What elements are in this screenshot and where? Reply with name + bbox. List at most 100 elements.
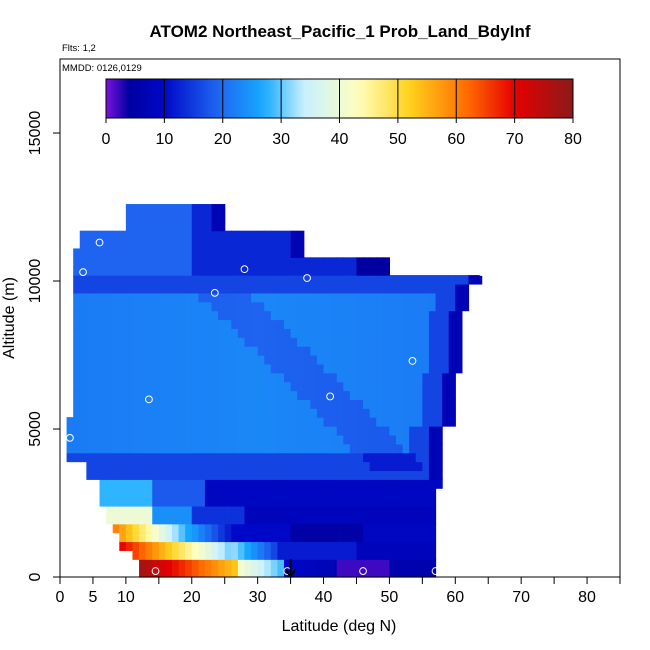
heatmap-cell — [185, 381, 193, 392]
heatmap-cell — [297, 230, 305, 241]
heatmap-cell — [343, 390, 351, 400]
heatmap-cell — [251, 514, 259, 525]
heatmap-cell — [369, 381, 377, 392]
heatmap-cell — [139, 426, 147, 436]
heatmap-cell — [165, 497, 173, 507]
heatmap-cell — [125, 523, 134, 534]
heatmap-cell — [185, 372, 193, 383]
heatmap-cell — [290, 488, 298, 498]
heatmap-cell — [191, 363, 199, 374]
heatmap-cell — [343, 461, 351, 472]
heatmap-cell — [422, 363, 430, 374]
heatmap-cell — [106, 301, 114, 312]
heatmap-cell — [336, 523, 344, 534]
heatmap-cell — [191, 497, 199, 507]
heatmap-cell — [382, 292, 391, 303]
heatmap-cell — [343, 550, 351, 560]
heatmap-cell — [343, 266, 351, 276]
heatmap-cell — [415, 283, 423, 294]
heatmap-cell — [455, 292, 463, 303]
heatmap-cell — [409, 372, 417, 383]
heatmap-cell — [448, 283, 456, 294]
heatmap-cell — [99, 337, 107, 347]
heatmap-cell — [310, 443, 318, 454]
heatmap-cell — [251, 301, 259, 312]
heatmap-cell — [257, 488, 265, 498]
heatmap-cell — [415, 452, 423, 463]
heatmap-cell — [316, 310, 325, 321]
heatmap-cell — [455, 363, 463, 374]
heatmap-cell — [79, 408, 87, 418]
heatmap-cell — [396, 346, 404, 356]
heatmap-cell — [428, 381, 437, 392]
heatmap-cell — [145, 275, 153, 285]
heatmap-cell — [172, 541, 180, 551]
heatmap-cell — [172, 434, 180, 445]
heatmap-cell — [73, 399, 81, 409]
heatmap-cell — [198, 541, 206, 551]
heatmap-cell — [218, 204, 226, 214]
heatmap-cell — [415, 426, 423, 436]
heatmap-cell — [363, 328, 371, 338]
heatmap-cell — [86, 399, 94, 409]
heatmap-cell — [435, 292, 443, 303]
heatmap-cell — [316, 443, 325, 454]
heatmap-cell — [336, 550, 344, 560]
heatmap-cell — [284, 443, 292, 454]
heatmap-cell — [389, 363, 397, 374]
heatmap-cell — [349, 355, 358, 365]
heatmap-cell — [231, 470, 239, 480]
heatmap-cell — [277, 523, 285, 534]
heatmap-cell — [303, 292, 311, 303]
heatmap-cell — [270, 461, 279, 472]
heatmap-cell — [106, 230, 114, 241]
heatmap-cell — [251, 248, 259, 258]
heatmap-cell — [336, 363, 344, 374]
heatmap-cell — [106, 497, 114, 507]
heatmap-cell — [218, 239, 226, 250]
heatmap-cell — [270, 266, 279, 276]
heatmap-cell — [382, 301, 391, 312]
heatmap-cell — [172, 559, 180, 569]
heatmap-cell — [270, 372, 279, 383]
heatmap-cell — [211, 523, 219, 534]
heatmap-cell — [237, 479, 246, 489]
heatmap-cell — [152, 328, 160, 338]
heatmap-cell — [172, 275, 180, 285]
heatmap-cell — [310, 283, 318, 294]
heatmap-cell — [382, 310, 391, 321]
heatmap-cell — [369, 488, 377, 498]
heatmap-cell — [172, 399, 180, 409]
heatmap-cell — [330, 443, 338, 454]
heatmap-cell — [106, 257, 114, 267]
heatmap-cell — [310, 461, 318, 472]
heatmap-cell — [191, 443, 199, 454]
heatmap-cell — [251, 408, 259, 418]
heatmap-cell — [92, 230, 101, 241]
heatmap-cell — [185, 514, 193, 525]
heatmap-cell — [415, 399, 423, 409]
heatmap-cell — [382, 275, 391, 285]
heatmap-cell — [237, 319, 246, 329]
heatmap-cell — [264, 434, 272, 445]
heatmap-cell — [211, 328, 219, 338]
heatmap-cell — [409, 399, 417, 409]
heatmap-cell — [356, 488, 364, 498]
heatmap-cell — [343, 532, 351, 543]
heatmap-cell — [264, 559, 272, 569]
heatmap-cell — [139, 568, 147, 578]
heatmap-cell — [343, 497, 351, 507]
heatmap-cell — [119, 337, 127, 347]
heatmap-cell — [277, 541, 285, 551]
heatmap-cell — [303, 488, 311, 498]
heatmap-cell — [152, 426, 160, 436]
heatmap-cell — [132, 204, 140, 214]
heatmap-cell — [389, 355, 397, 365]
heatmap-cell — [86, 443, 94, 454]
heatmap-cell — [86, 248, 94, 258]
heatmap-cell — [376, 417, 384, 427]
heatmap-cell — [264, 328, 272, 338]
heatmap-cell — [330, 568, 338, 578]
heatmap-cell — [204, 550, 213, 560]
heatmap-cell — [396, 434, 404, 445]
